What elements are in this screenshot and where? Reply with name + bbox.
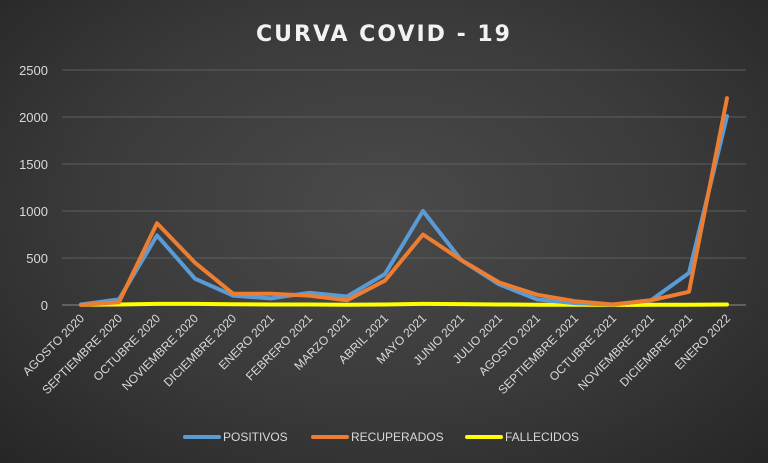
legend: POSITIVOS RECUPERADOS FALLECIDOS xyxy=(183,430,579,444)
y-tick-label: 2000 xyxy=(19,110,48,125)
legend-label: RECUPERADOS xyxy=(351,430,444,444)
y-tick-label: 1500 xyxy=(19,157,48,172)
y-tick-label: 2500 xyxy=(19,63,48,78)
chart-title: CURVA COVID - 19 xyxy=(256,22,512,47)
x-tick-label: OCTUBRE 2020 xyxy=(90,311,163,384)
x-tick-label: FEBRERO 2021 xyxy=(243,311,315,383)
y-tick-label: 500 xyxy=(26,251,48,266)
series-lines xyxy=(79,96,729,307)
y-axis-ticks: 0 500 1000 1500 2000 2500 xyxy=(19,63,48,313)
legend-label: POSITIVOS xyxy=(223,430,288,444)
x-tick-label: OCTUBRE 2021 xyxy=(546,311,619,384)
series-line-recuperados xyxy=(79,96,729,307)
y-tick-label: 0 xyxy=(41,298,48,313)
legend-label: FALLECIDOS xyxy=(505,430,579,444)
series-line-positivos xyxy=(79,114,729,307)
y-tick-label: 1000 xyxy=(19,204,48,219)
gridlines xyxy=(62,69,746,306)
